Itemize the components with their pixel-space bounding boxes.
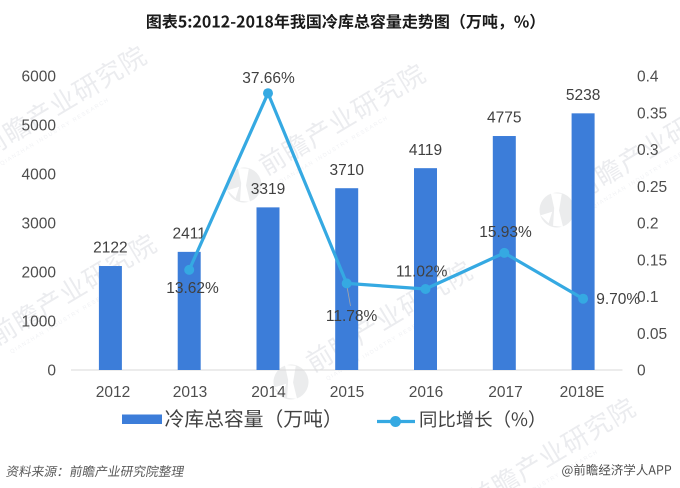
svg-text:2013: 2013 (173, 384, 207, 401)
svg-text:0.2: 0.2 (637, 216, 659, 233)
svg-text:2012: 2012 (96, 384, 130, 401)
svg-text:5000: 5000 (22, 118, 57, 135)
svg-text:2017: 2017 (488, 384, 522, 401)
svg-text:11.02%: 11.02% (396, 264, 448, 281)
svg-text:2016: 2016 (409, 384, 443, 401)
svg-text:3319: 3319 (251, 181, 285, 198)
svg-text:2000: 2000 (22, 265, 57, 282)
svg-text:37.66%: 37.66% (242, 70, 295, 87)
svg-text:4775: 4775 (487, 110, 521, 127)
svg-text:15.93%: 15.93% (479, 224, 532, 241)
svg-text:0: 0 (637, 363, 646, 380)
svg-text:2018E: 2018E (560, 384, 605, 401)
svg-text:5238: 5238 (566, 87, 600, 104)
svg-text:0.4: 0.4 (637, 69, 659, 86)
svg-text:3710: 3710 (329, 162, 364, 179)
svg-text:2015: 2015 (330, 384, 364, 401)
svg-text:0.1: 0.1 (637, 289, 659, 306)
svg-text:2411: 2411 (173, 226, 206, 243)
svg-text:0.15: 0.15 (637, 252, 667, 269)
svg-text:3000: 3000 (22, 216, 57, 233)
svg-text:0: 0 (47, 363, 56, 380)
svg-text:2122: 2122 (93, 240, 127, 257)
svg-text:9.70%: 9.70% (596, 291, 640, 308)
svg-text:6000: 6000 (22, 69, 57, 86)
svg-text:0.35: 0.35 (637, 105, 667, 122)
svg-text:0.25: 0.25 (637, 179, 667, 196)
svg-text:11.78%: 11.78% (326, 308, 378, 325)
svg-text:0.3: 0.3 (637, 142, 659, 159)
svg-text:0.05: 0.05 (637, 326, 667, 343)
svg-text:2014: 2014 (251, 384, 286, 401)
svg-text:1000: 1000 (22, 314, 57, 331)
svg-text:13.62%: 13.62% (166, 280, 219, 297)
svg-text:4000: 4000 (22, 167, 57, 184)
svg-text:4119: 4119 (409, 142, 442, 159)
